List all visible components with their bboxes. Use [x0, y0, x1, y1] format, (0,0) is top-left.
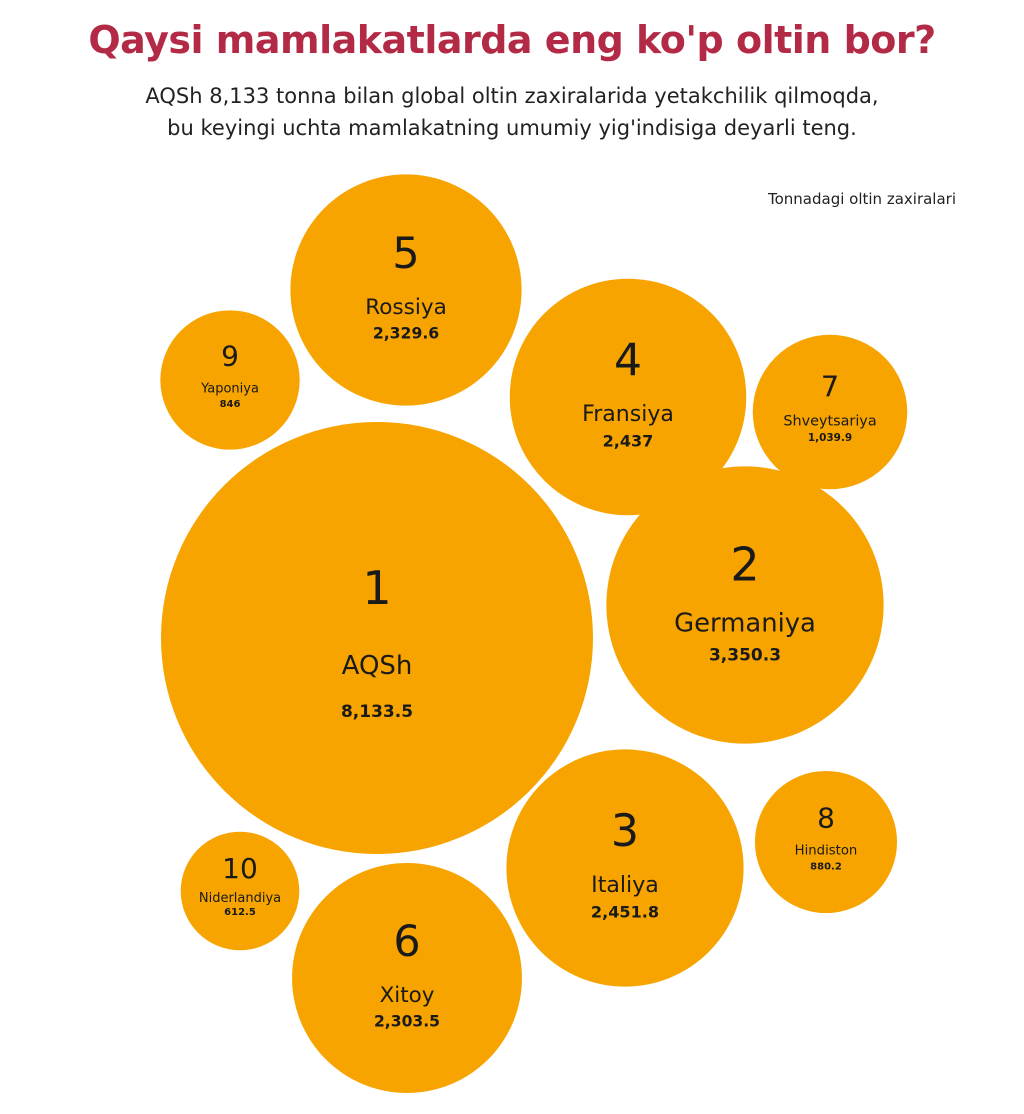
rank-label-shveytsariya: 7 [821, 370, 839, 404]
value-label-rossiya: 2,329.6 [373, 324, 439, 343]
country-label-fransiya: Fransiya [582, 402, 674, 427]
country-label-hindiston: Hindiston [795, 844, 858, 859]
rank-label-rossiya: 5 [392, 229, 419, 279]
country-label-rossiya: Rossiya [365, 295, 447, 320]
bubble-circle-rossiya [290, 174, 522, 406]
value-label-niderlandiya: 612.5 [224, 907, 256, 918]
bubble-circle-germaniya [606, 466, 884, 744]
bubble-circle-shveytsariya [752, 334, 908, 490]
bubble-circle-niderlandiya [180, 831, 300, 951]
value-label-fransiya: 2,437 [603, 431, 654, 450]
rank-label-fransiya: 4 [614, 335, 642, 386]
value-label-shveytsariya: 1,039.9 [808, 432, 852, 444]
bubble-xitoy: 6 Xitoy 2,303.5 [292, 863, 522, 1093]
value-label-germaniya: 3,350.3 [709, 646, 781, 666]
chart-subtitle: AQSh 8,133 tonna bilan global oltin zaxi… [60, 80, 964, 144]
bubble-yaponiya: 9 Yaponiya 846 [160, 310, 300, 450]
country-label-germaniya: Germaniya [674, 609, 816, 639]
value-label-aqsh: 8,133.5 [341, 702, 413, 722]
country-label-niderlandiya: Niderlandiya [199, 891, 281, 906]
bubble-circle-yaponiya [160, 310, 300, 450]
subtitle-line-1: AQSh 8,133 tonna bilan global oltin zaxi… [145, 84, 879, 108]
bubble-circle-hindiston [754, 770, 898, 914]
value-label-xitoy: 2,303.5 [374, 1012, 440, 1030]
rank-label-yaponiya: 9 [221, 340, 239, 373]
value-label-yaponiya: 846 [220, 399, 241, 410]
bubble-circle-aqsh [161, 422, 593, 854]
country-label-shveytsariya: Shveytsariya [783, 413, 876, 429]
bubble-circle-italiya [506, 749, 744, 987]
country-label-xitoy: Xitoy [380, 983, 435, 1008]
country-label-yaponiya: Yaponiya [200, 381, 259, 396]
bubble-fransiya: 4 Fransiya 2,437 [509, 278, 747, 516]
rank-label-aqsh: 1 [362, 561, 391, 615]
value-label-hindiston: 880.2 [810, 861, 842, 872]
bubble-circle-fransiya [509, 278, 747, 516]
country-label-italiya: Italiya [591, 872, 659, 898]
bubble-italiya: 3 Italiya 2,451.8 [506, 749, 744, 987]
rank-label-niderlandiya: 10 [222, 852, 258, 885]
bubble-germaniya: 2 Germaniya 3,350.3 [606, 466, 884, 744]
country-label-aqsh: AQSh [342, 651, 413, 681]
rank-label-xitoy: 6 [393, 917, 420, 967]
unit-label: Tonnadagi oltin zaxiralari [768, 190, 956, 208]
bubble-rossiya: 5 Rossiya 2,329.6 [290, 174, 522, 406]
bubble-aqsh: 1 AQSh 8,133.5 [161, 422, 593, 854]
bubble-hindiston: 8 Hindiston 880.2 [754, 770, 898, 914]
rank-label-italiya: 3 [611, 806, 639, 857]
bubble-circle-xitoy [292, 863, 522, 1093]
value-label-italiya: 2,451.8 [591, 903, 659, 922]
bubble-shveytsariya: 7 Shveytsariya 1,039.9 [752, 334, 908, 490]
rank-label-hindiston: 8 [817, 801, 835, 834]
chart-title: Qaysi mamlakatlarda eng ko'p oltin bor? [88, 18, 936, 62]
rank-label-germaniya: 2 [730, 537, 759, 591]
subtitle-line-2: bu keyingi uchta mamlakatning umumiy yig… [167, 116, 857, 140]
